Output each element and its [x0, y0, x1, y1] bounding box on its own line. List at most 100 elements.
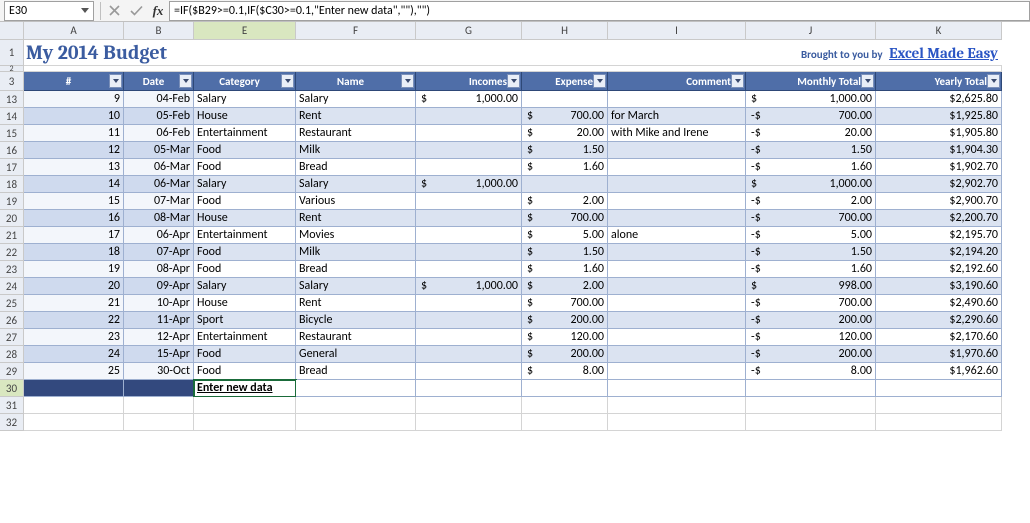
- empty-cell[interactable]: [24, 414, 124, 431]
- active-cell[interactable]: Enter new data: [194, 380, 296, 397]
- row-header[interactable]: 13: [0, 91, 24, 108]
- money-cell[interactable]: $200.00: [746, 312, 876, 329]
- filter-dropdown-icon[interactable]: [109, 74, 122, 88]
- date-cell[interactable]: 08-Mar: [124, 210, 194, 227]
- yearly-cell[interactable]: $1,902.70: [876, 159, 1002, 176]
- yearly-cell[interactable]: $2,902.70: [876, 176, 1002, 193]
- empty-cell[interactable]: [522, 397, 608, 414]
- money-cell[interactable]: [416, 329, 522, 346]
- num-cell[interactable]: 21: [24, 295, 124, 312]
- cancel-button[interactable]: [103, 1, 125, 21]
- money-cell[interactable]: $1.60: [522, 159, 608, 176]
- money-cell[interactable]: $700.00: [746, 295, 876, 312]
- row-header-1[interactable]: 1: [0, 40, 24, 66]
- empty-cell[interactable]: [522, 414, 608, 431]
- category-cell[interactable]: Salary: [194, 176, 296, 193]
- money-cell[interactable]: $2.00: [522, 193, 608, 210]
- row-header[interactable]: 18: [0, 176, 24, 193]
- col-header-B[interactable]: B: [124, 22, 194, 40]
- money-cell[interactable]: $5.00: [746, 227, 876, 244]
- date-cell[interactable]: 15-Apr: [124, 346, 194, 363]
- num-cell[interactable]: 15: [24, 193, 124, 210]
- date-cell[interactable]: 07-Apr: [124, 244, 194, 261]
- comment-cell[interactable]: with Mike and Irene: [608, 125, 746, 142]
- category-cell[interactable]: House: [194, 108, 296, 125]
- num-cell[interactable]: 20: [24, 278, 124, 295]
- money-cell[interactable]: $1,000.00: [416, 176, 522, 193]
- category-cell[interactable]: House: [194, 210, 296, 227]
- num-cell[interactable]: 24: [24, 346, 124, 363]
- comment-cell[interactable]: [608, 363, 746, 380]
- filter-dropdown-icon[interactable]: [281, 74, 294, 88]
- row-header-3[interactable]: 3: [0, 72, 24, 91]
- filter-dropdown-icon[interactable]: [401, 74, 414, 88]
- col-header-F[interactable]: F: [296, 22, 416, 40]
- row-header[interactable]: 27: [0, 329, 24, 346]
- table-header[interactable]: Date: [124, 72, 194, 91]
- money-cell[interactable]: $2.00: [522, 278, 608, 295]
- yearly-cell[interactable]: $2,170.60: [876, 329, 1002, 346]
- num-cell[interactable]: 17: [24, 227, 124, 244]
- yearly-cell[interactable]: $1,962.60: [876, 363, 1002, 380]
- spreadsheet-grid[interactable]: ABEFGHIJK1My 2014 BudgetBrought to you b…: [0, 22, 1030, 431]
- table-header[interactable]: Category: [194, 72, 296, 91]
- category-cell[interactable]: Entertainment: [194, 125, 296, 142]
- row-header[interactable]: 26: [0, 312, 24, 329]
- table-header[interactable]: Comment: [608, 72, 746, 91]
- category-cell[interactable]: Food: [194, 261, 296, 278]
- empty-cell[interactable]: [416, 414, 522, 431]
- money-cell[interactable]: $2.00: [746, 193, 876, 210]
- row-header[interactable]: 14: [0, 108, 24, 125]
- name-box-dropdown-icon[interactable]: [81, 8, 89, 13]
- name-cell[interactable]: General: [296, 346, 416, 363]
- table-header[interactable]: Yearly Total: [876, 72, 1002, 91]
- filter-dropdown-icon[interactable]: [593, 74, 606, 88]
- money-cell[interactable]: $1,000.00: [416, 91, 522, 108]
- category-cell[interactable]: Entertainment: [194, 227, 296, 244]
- money-cell[interactable]: $1,000.00: [416, 278, 522, 295]
- row-header[interactable]: 23: [0, 261, 24, 278]
- row-header[interactable]: 32: [0, 414, 24, 431]
- date-cell[interactable]: 08-Apr: [124, 261, 194, 278]
- date-cell[interactable]: 06-Mar: [124, 176, 194, 193]
- date-cell[interactable]: 06-Mar: [124, 159, 194, 176]
- money-cell[interactable]: [416, 244, 522, 261]
- date-cell[interactable]: 04-Feb: [124, 91, 194, 108]
- category-cell[interactable]: Food: [194, 244, 296, 261]
- name-cell[interactable]: Movies: [296, 227, 416, 244]
- filter-dropdown-icon[interactable]: [731, 74, 744, 88]
- row-header[interactable]: 17: [0, 159, 24, 176]
- date-cell[interactable]: 07-Mar: [124, 193, 194, 210]
- yearly-cell[interactable]: $1,970.60: [876, 346, 1002, 363]
- comment-cell[interactable]: [608, 295, 746, 312]
- category-cell[interactable]: Food: [194, 363, 296, 380]
- yearly-cell[interactable]: $3,190.60: [876, 278, 1002, 295]
- comment-cell[interactable]: [608, 193, 746, 210]
- comment-cell[interactable]: for March: [608, 108, 746, 125]
- name-box[interactable]: E30: [4, 1, 94, 21]
- money-cell[interactable]: [416, 346, 522, 363]
- money-cell[interactable]: $8.00: [522, 363, 608, 380]
- money-cell[interactable]: $1.50: [522, 142, 608, 159]
- num-cell[interactable]: 10: [24, 108, 124, 125]
- comment-cell[interactable]: [608, 91, 746, 108]
- comment-cell[interactable]: [608, 176, 746, 193]
- comment-cell[interactable]: [608, 278, 746, 295]
- category-cell[interactable]: Salary: [194, 278, 296, 295]
- num-cell[interactable]: 9: [24, 91, 124, 108]
- empty-cell[interactable]: [296, 380, 416, 397]
- money-cell[interactable]: $1,000.00: [746, 176, 876, 193]
- comment-cell[interactable]: [608, 159, 746, 176]
- num-cell[interactable]: 25: [24, 363, 124, 380]
- date-cell[interactable]: 30-Oct: [124, 363, 194, 380]
- empty-cell[interactable]: [416, 397, 522, 414]
- name-cell[interactable]: Bread: [296, 261, 416, 278]
- name-cell[interactable]: Milk: [296, 142, 416, 159]
- table-header[interactable]: Monthly Total: [746, 72, 876, 91]
- num-cell[interactable]: [24, 380, 124, 397]
- category-cell[interactable]: Sport: [194, 312, 296, 329]
- comment-cell[interactable]: alone: [608, 227, 746, 244]
- yearly-cell[interactable]: $2,900.70: [876, 193, 1002, 210]
- row-header[interactable]: 25: [0, 295, 24, 312]
- money-cell[interactable]: [416, 159, 522, 176]
